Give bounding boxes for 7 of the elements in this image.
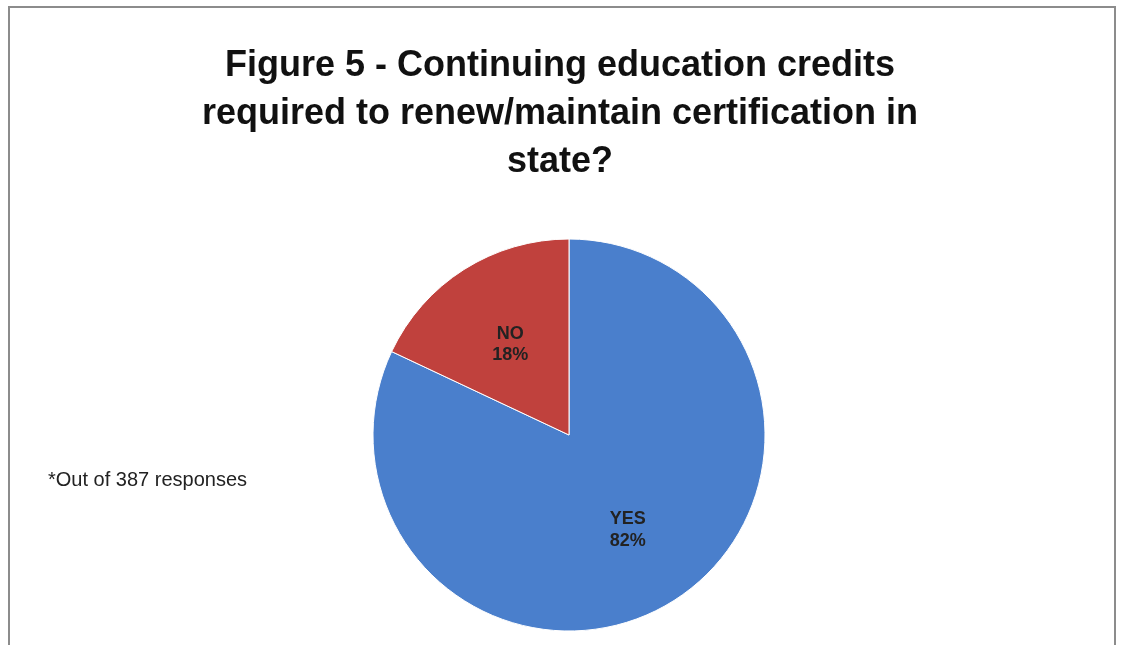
slice-label: NO (496, 322, 524, 343)
data-label: 18% (492, 344, 529, 365)
data-label: 82% (609, 529, 646, 550)
pie-slice (372, 238, 766, 632)
text: *Out of 387 responses (48, 468, 248, 491)
slice-label: YES (609, 508, 646, 529)
chart-title: Figure 5 - Continuing education credits required to renew/maintain certification in state? (200, 42, 920, 182)
